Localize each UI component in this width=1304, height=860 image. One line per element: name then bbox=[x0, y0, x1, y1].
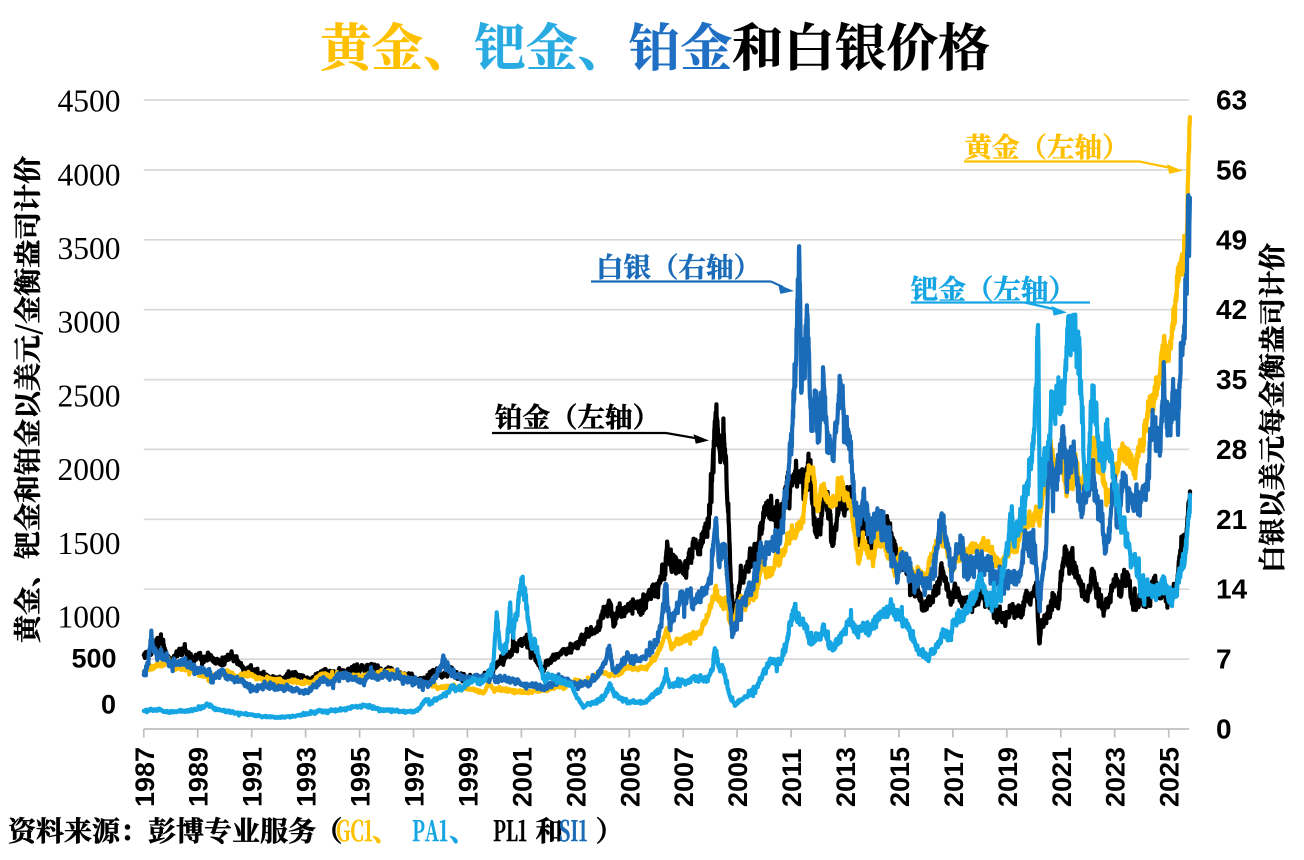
svg-text:63: 63 bbox=[1216, 85, 1247, 116]
svg-text:42: 42 bbox=[1216, 294, 1247, 325]
svg-text:4500: 4500 bbox=[58, 84, 121, 119]
svg-text:2001: 2001 bbox=[507, 747, 537, 807]
svg-text:2003: 2003 bbox=[561, 747, 591, 807]
svg-text:2025: 2025 bbox=[1155, 747, 1185, 807]
svg-text:1500: 1500 bbox=[58, 526, 121, 561]
svg-text:2021: 2021 bbox=[1047, 747, 1077, 807]
svg-text:7: 7 bbox=[1216, 644, 1232, 675]
svg-text:0: 0 bbox=[1216, 714, 1232, 745]
svg-text:4000: 4000 bbox=[58, 157, 121, 192]
svg-text:2009: 2009 bbox=[723, 747, 753, 807]
svg-text:2017: 2017 bbox=[939, 747, 969, 807]
svg-text:1997: 1997 bbox=[400, 747, 430, 807]
svg-text:500: 500 bbox=[71, 644, 116, 674]
svg-text:28: 28 bbox=[1216, 434, 1247, 465]
svg-text:3500: 3500 bbox=[58, 231, 121, 266]
svg-text:21: 21 bbox=[1216, 504, 1247, 535]
svg-text:1000: 1000 bbox=[58, 600, 121, 635]
svg-text:49: 49 bbox=[1216, 224, 1247, 255]
svg-text:1991: 1991 bbox=[238, 747, 268, 807]
svg-text:2007: 2007 bbox=[669, 747, 699, 807]
svg-text:2023: 2023 bbox=[1101, 747, 1131, 807]
svg-text:2005: 2005 bbox=[615, 747, 645, 807]
svg-text:2011: 2011 bbox=[777, 748, 807, 807]
svg-text:56: 56 bbox=[1216, 154, 1247, 185]
svg-text:2013: 2013 bbox=[831, 747, 861, 807]
svg-text:3000: 3000 bbox=[58, 305, 121, 340]
svg-text:1995: 1995 bbox=[346, 747, 376, 807]
svg-text:2000: 2000 bbox=[58, 452, 121, 487]
svg-text:1987: 1987 bbox=[130, 747, 160, 807]
svg-text:2019: 2019 bbox=[993, 747, 1023, 807]
svg-text:2015: 2015 bbox=[885, 747, 915, 807]
svg-text:2500: 2500 bbox=[58, 378, 121, 413]
svg-text:1993: 1993 bbox=[292, 747, 322, 807]
svg-text:0: 0 bbox=[101, 690, 116, 720]
svg-text:1999: 1999 bbox=[453, 747, 483, 807]
svg-text:35: 35 bbox=[1216, 364, 1247, 395]
svg-text:14: 14 bbox=[1216, 574, 1248, 605]
svg-text:1989: 1989 bbox=[184, 747, 214, 807]
